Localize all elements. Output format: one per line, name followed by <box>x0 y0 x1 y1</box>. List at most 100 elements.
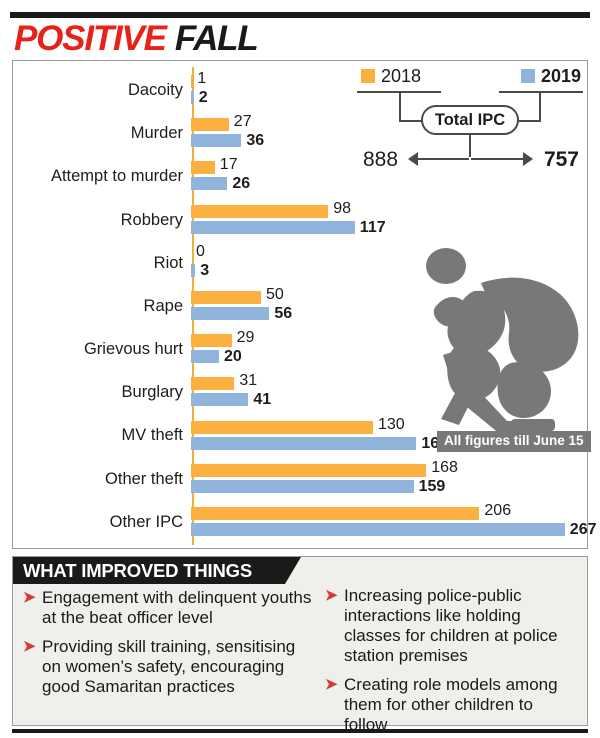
chart-bar-2018 <box>191 420 373 434</box>
chart-bar-2019 <box>191 393 249 407</box>
legend-label-2018: 2018 <box>381 66 422 86</box>
improvement-bullet: ➤ Engagement with delinquent youths at th… <box>23 588 313 628</box>
improvements-column-right: ➤ Increasing police-public interactions l… <box>321 584 589 734</box>
thief-with-sack-icon <box>415 243 597 443</box>
page-title-dark: FALL <box>174 18 259 58</box>
chart-bar-value-2018: 17 <box>219 156 238 174</box>
chart-row-bars: 50 56 <box>189 285 589 328</box>
bullet-arrow-icon: ➤ <box>325 587 338 604</box>
chart-row: Dacoity 1 2 <box>13 69 589 112</box>
chart-bar-value-2019: 26 <box>232 175 251 193</box>
chart-row: Attempt to murder 17 26 <box>13 155 589 198</box>
total-ipc-comparison: 888 757 <box>353 147 583 175</box>
legend-connector-2019-horizontal <box>515 120 541 122</box>
chart-row: Burglary 31 41 <box>13 371 589 414</box>
chart-row: Murder 27 36 <box>13 112 589 155</box>
chart-bar-2019 <box>191 306 270 320</box>
arrow-left-icon <box>408 152 418 166</box>
total-ipc-2019-value: 757 <box>543 148 579 171</box>
chart-bar-2019 <box>191 91 194 104</box>
arrow-right-icon <box>523 152 533 166</box>
bullet-arrow-icon: ➤ <box>23 589 36 606</box>
chart-row: Other theft 168 159 <box>13 458 589 501</box>
chart-bar-value-2018: 50 <box>266 285 284 303</box>
chart-bar-value-2018: 0 <box>196 242 205 260</box>
chart-bar-value-2019: 20 <box>224 348 242 366</box>
chart-bar-value-2019: 56 <box>274 304 293 322</box>
chart-row-label: Burglary <box>121 383 183 402</box>
chart-row-label: Grievous hurt <box>83 340 183 359</box>
chart-bar-2019 <box>191 522 565 536</box>
chart-bar-2018 <box>191 204 329 218</box>
chart-legend: 2018 2019 Total IPC 888 757 <box>353 67 583 175</box>
chart-rows-container: Dacoity 1 2 Murder 27 36 Attempt to murder 17 26… <box>13 69 597 545</box>
chart-bar-value-2018: 29 <box>236 329 255 347</box>
chart-bar-2018 <box>191 75 193 88</box>
arrow-shaft-right <box>471 158 525 160</box>
chart-bar-value-2019: 159 <box>418 477 446 495</box>
chart-bar-2019 <box>191 479 414 493</box>
page-title: POSITIVE FALL <box>14 18 259 58</box>
legend-label-2019: 2019 <box>540 66 581 86</box>
chart-bar-2018 <box>191 118 229 132</box>
chart-bar-value-2019: 41 <box>253 391 272 409</box>
chart-row-label: MV theft <box>121 426 183 445</box>
chart-bar-value-2019: 36 <box>246 132 265 150</box>
total-ipc-badge: Total IPC <box>421 105 519 135</box>
legend-connector-2019 <box>539 91 541 122</box>
chart-row: Rape 50 56 <box>13 285 589 328</box>
improvement-bullet: ➤ Increasing police-public interactions l… <box>325 586 581 666</box>
chart-bar-2019 <box>191 436 417 450</box>
chart-bar-value-2019: 2 <box>198 89 208 106</box>
figures-note-badge: All figures till June 15 <box>437 431 591 452</box>
chart-bar-2019 <box>191 134 242 148</box>
chart-bar-2019 <box>191 220 355 234</box>
chart-bar-2018 <box>191 290 261 304</box>
chart-row-bars: 29 20 <box>189 328 589 371</box>
chart-row-label: Riot <box>153 253 183 272</box>
improvement-bullet-text: Providing skill training, sensitising on… <box>42 637 296 697</box>
chart-row-bars: 17 26 <box>189 155 589 198</box>
chart-bar-value-2018: 168 <box>431 458 458 476</box>
top-divider-rule <box>10 12 590 18</box>
chart-row-label: Attempt to murder <box>50 167 183 186</box>
chart-bar-2018 <box>191 334 232 348</box>
total-ipc-stem <box>469 135 471 157</box>
legend-connector-2018-horizontal <box>399 120 425 122</box>
improvement-bullet-text: Engagement with delinquent youths at the… <box>42 588 312 628</box>
chart-bar-2018 <box>191 161 215 175</box>
chart-bar-2019 <box>191 263 196 277</box>
improvement-bullet: ➤ Creating role models among them for oth… <box>325 675 581 735</box>
chart-bar-value-2018: 27 <box>233 113 252 131</box>
chart-bar-value-2019: 117 <box>359 218 386 236</box>
chart-row-label: Other IPC <box>109 512 183 531</box>
chart-row-label: Dacoity <box>127 80 183 99</box>
page-title-accent: POSITIVE <box>14 18 167 58</box>
bottom-divider-rule <box>12 729 588 733</box>
total-ipc-2018-value: 888 <box>363 148 399 171</box>
chart-bar-value-2018: 130 <box>378 415 405 433</box>
improvements-columns: ➤ Engagement with delinquent youths at th… <box>13 584 589 734</box>
improvements-header: WHAT IMPROVED THINGS <box>13 557 301 584</box>
chart-bar-value-2018: 31 <box>239 372 258 390</box>
legend-underline-2019 <box>499 91 583 93</box>
improvement-bullet: ➤ Providing skill training, sensitising o… <box>23 637 313 697</box>
chart-bar-2019 <box>191 177 228 191</box>
legend-swatch-2019-icon <box>520 69 535 83</box>
improvement-bullet-text: Increasing police-public interactions li… <box>344 586 558 666</box>
chart-row-bars: 98 117 <box>189 199 589 242</box>
improvement-bullet-text: Creating role models among them for othe… <box>344 675 558 735</box>
chart-row-bars: 31 41 <box>189 371 589 414</box>
bullet-arrow-icon: ➤ <box>23 638 36 656</box>
chart-row: Grievous hurt 29 20 <box>13 328 589 371</box>
chart-row-bars: 27 36 <box>189 112 589 155</box>
improvements-panel: WHAT IMPROVED THINGS ➤ Engagement with de… <box>12 556 589 734</box>
chart-bar-2019 <box>191 350 219 364</box>
chart-row-bars: 168 159 <box>189 458 589 501</box>
chart-bar-value-2018: 206 <box>484 501 512 519</box>
chart-bar-2018 <box>191 377 235 391</box>
chart-row: Robbery 98 117 <box>13 199 589 242</box>
